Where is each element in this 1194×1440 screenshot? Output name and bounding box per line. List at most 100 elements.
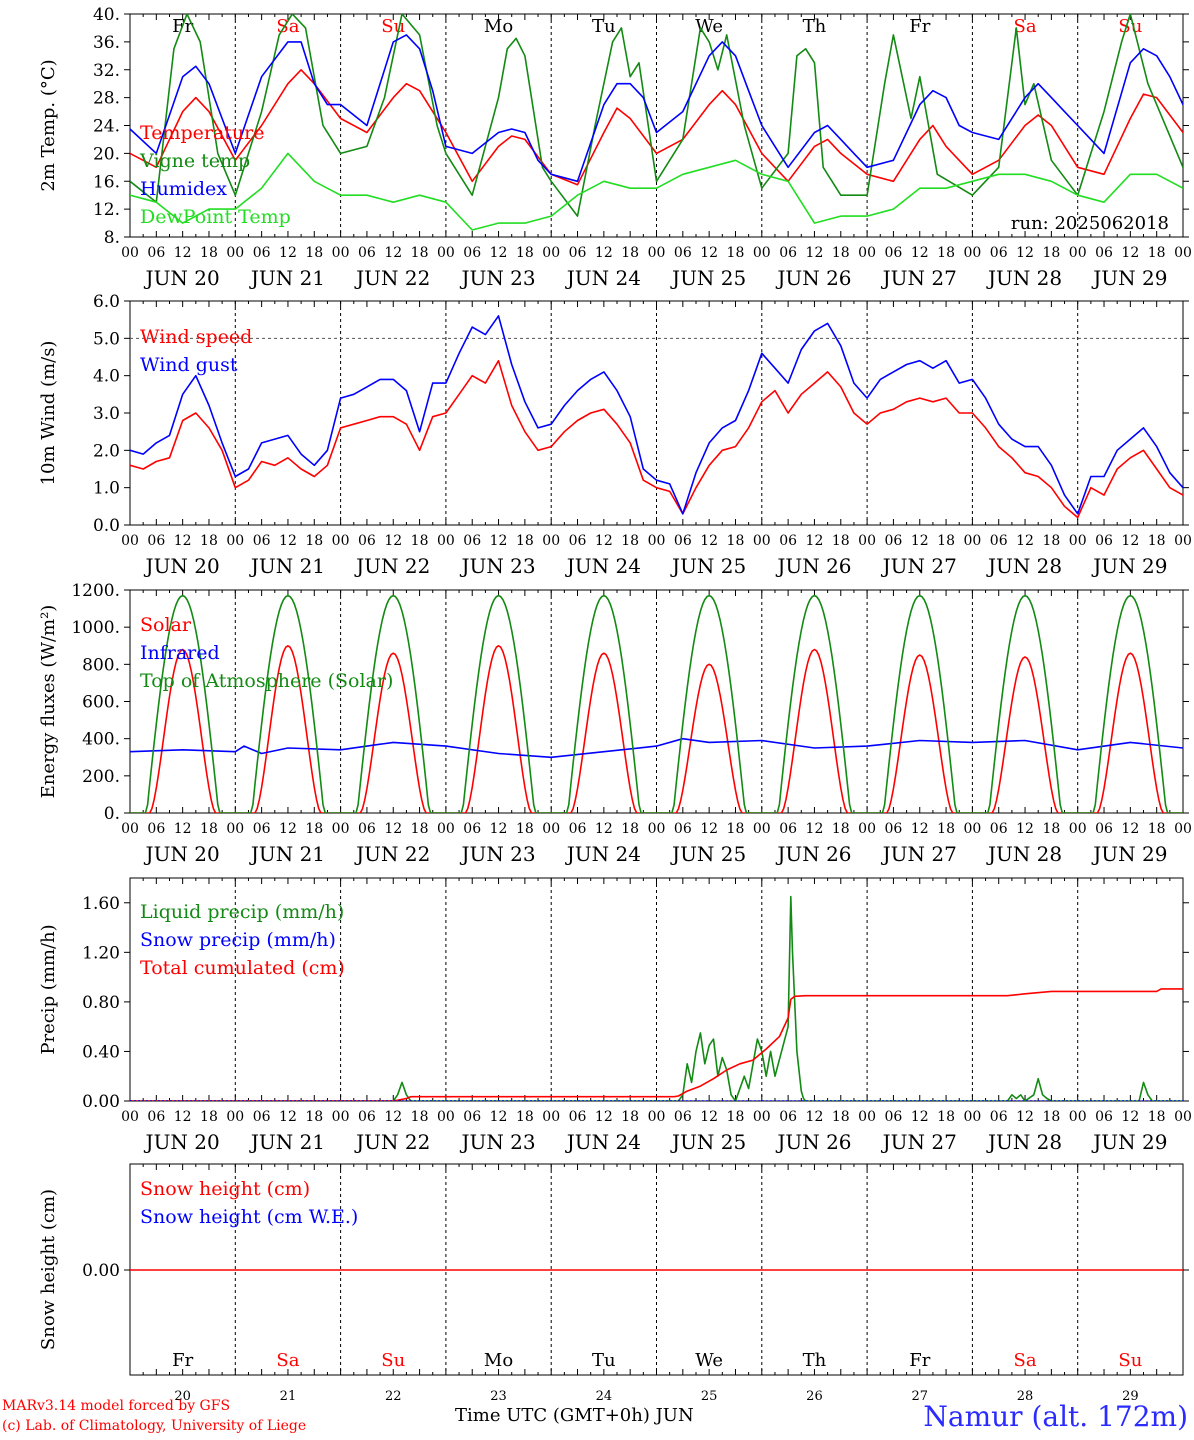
weekday-label: Tu bbox=[592, 1350, 616, 1371]
hour-tick-label: 00 bbox=[648, 1109, 666, 1125]
hour-tick-label: 06 bbox=[885, 821, 903, 837]
day-label: JUN 27 bbox=[881, 1130, 957, 1154]
series-group bbox=[130, 895, 1183, 1101]
y-tick-label: 4.0 bbox=[93, 367, 120, 387]
legend-entry: Snow height (cm) bbox=[140, 1178, 310, 1200]
hour-tick-label: 18 bbox=[621, 1109, 639, 1125]
hour-tick-label: 18 bbox=[516, 1109, 534, 1125]
y-tick-label: 20. bbox=[93, 144, 120, 164]
hour-tick-label: 00 bbox=[1174, 821, 1192, 837]
day-number-label: 26 bbox=[806, 1389, 823, 1404]
hour-tick-label: 12 bbox=[806, 533, 824, 549]
day-label: JUN 28 bbox=[986, 1130, 1062, 1154]
hour-tick-label: 00 bbox=[121, 1109, 139, 1125]
hour-tick-label: 12 bbox=[384, 533, 402, 549]
hour-tick-label: 12 bbox=[1016, 1109, 1034, 1125]
hour-tick-label: 18 bbox=[1148, 821, 1166, 837]
hour-tick-label: 00 bbox=[226, 1109, 244, 1125]
day-label: JUN 28 bbox=[986, 266, 1062, 290]
y-tick-label: 6.0 bbox=[93, 292, 120, 312]
y-tick-label: 36. bbox=[93, 33, 120, 53]
hour-tick-label: 12 bbox=[700, 533, 718, 549]
day-label: JUN 21 bbox=[249, 266, 325, 290]
hour-tick-label: 18 bbox=[516, 245, 534, 261]
time-axis-title: Time UTC (GMT+0h) JUN bbox=[455, 1405, 694, 1426]
legend-entry: Solar bbox=[140, 614, 192, 636]
legend-entry: Snow precip (mm/h) bbox=[140, 929, 336, 951]
y-tick-label: 24. bbox=[93, 117, 120, 137]
model-credit: MARv3.14 model forced by GFS bbox=[2, 1398, 231, 1414]
series-line-wind-speed bbox=[130, 359, 1183, 519]
hour-tick-label: 06 bbox=[253, 821, 271, 837]
hour-tick-label: 12 bbox=[911, 245, 929, 261]
hour-tick-label: 06 bbox=[358, 533, 376, 549]
y-tick-label: 800. bbox=[82, 655, 120, 675]
day-label: JUN 23 bbox=[459, 554, 535, 578]
hour-tick-label: 12 bbox=[1016, 821, 1034, 837]
day-label: JUN 25 bbox=[670, 266, 746, 290]
station-label: Namur (alt. 172m) bbox=[923, 1400, 1188, 1433]
hour-tick-label: 00 bbox=[332, 1109, 350, 1125]
hour-tick-label: 18 bbox=[411, 821, 429, 837]
series-line-top-of-atmosphere-solar bbox=[130, 594, 1183, 813]
day-label: JUN 27 bbox=[881, 554, 957, 578]
y-tick-label: 0.0 bbox=[93, 516, 120, 536]
day-label: JUN 23 bbox=[459, 842, 535, 866]
hour-tick-label: 12 bbox=[806, 245, 824, 261]
hour-tick-label: 06 bbox=[358, 245, 376, 261]
weekday-label: We bbox=[695, 1350, 723, 1371]
hour-tick-label: 12 bbox=[911, 821, 929, 837]
day-number-label: 21 bbox=[280, 1389, 297, 1404]
hour-tick-label: 12 bbox=[1121, 245, 1139, 261]
hour-tick-label: 12 bbox=[174, 821, 192, 837]
hour-tick-label: 06 bbox=[253, 533, 271, 549]
weekday-label: Fr bbox=[172, 1350, 193, 1371]
hour-tick-label: 06 bbox=[463, 821, 481, 837]
hour-tick-label: 06 bbox=[674, 533, 692, 549]
series-group bbox=[130, 315, 1183, 519]
day-number-label: 25 bbox=[701, 1389, 718, 1404]
weekday-label: Su bbox=[381, 1350, 405, 1371]
hour-tick-label: 06 bbox=[674, 1109, 692, 1125]
hour-tick-label: 00 bbox=[226, 533, 244, 549]
hour-tick-label: 12 bbox=[384, 245, 402, 261]
series-line-liquid-precip-mm-h bbox=[130, 895, 1183, 1101]
day-label: JUN 28 bbox=[986, 842, 1062, 866]
panel-3: 0. 200. 400. 600. 800. 1000. 1200. Energy fluxe… bbox=[38, 581, 1192, 866]
hour-tick-label: 18 bbox=[937, 533, 955, 549]
hour-tick-label: 18 bbox=[832, 821, 850, 837]
hour-tick-label: 00 bbox=[753, 1109, 771, 1125]
day-label: JUN 26 bbox=[775, 842, 851, 866]
y-tick-label: 600. bbox=[82, 693, 120, 713]
hour-tick-label: 00 bbox=[1069, 245, 1087, 261]
panel-2: 0.0 1.0 2.0 3.0 4.0 5.0 6.0 10m Wind (m/s) 00 06 1… bbox=[38, 292, 1192, 578]
y-tick-label: 0. bbox=[104, 804, 120, 824]
day-label: JUN 20 bbox=[144, 1130, 220, 1154]
hour-tick-label: 06 bbox=[1095, 533, 1113, 549]
hour-tick-label: 18 bbox=[411, 245, 429, 261]
weekday-label: Mo bbox=[484, 1350, 513, 1371]
hour-tick-label: 06 bbox=[147, 1109, 165, 1125]
hour-tick-label: 18 bbox=[1042, 1109, 1060, 1125]
y-tick-label: 2.0 bbox=[93, 441, 120, 461]
day-label: JUN 20 bbox=[144, 842, 220, 866]
day-label: JUN 29 bbox=[1091, 266, 1167, 290]
hour-tick-label: 12 bbox=[279, 245, 297, 261]
hour-tick-label: 12 bbox=[490, 821, 508, 837]
hour-tick-label: 00 bbox=[542, 1109, 560, 1125]
day-number-label: 22 bbox=[385, 1389, 402, 1404]
hour-tick-label: 06 bbox=[358, 821, 376, 837]
y-tick-label: 400. bbox=[82, 730, 120, 750]
y-tick-label: 1000. bbox=[71, 618, 120, 638]
weekday-label: Sa bbox=[1014, 1350, 1037, 1371]
hour-tick-label: 06 bbox=[885, 1109, 903, 1125]
hour-tick-label: 06 bbox=[990, 245, 1008, 261]
day-label: JUN 23 bbox=[459, 1130, 535, 1154]
hour-tick-label: 12 bbox=[700, 245, 718, 261]
hour-tick-label: 00 bbox=[332, 533, 350, 549]
day-label: JUN 26 bbox=[775, 266, 851, 290]
series-line-temperature bbox=[130, 69, 1183, 186]
hour-tick-label: 18 bbox=[621, 821, 639, 837]
legend-entry: Wind speed bbox=[140, 326, 252, 348]
